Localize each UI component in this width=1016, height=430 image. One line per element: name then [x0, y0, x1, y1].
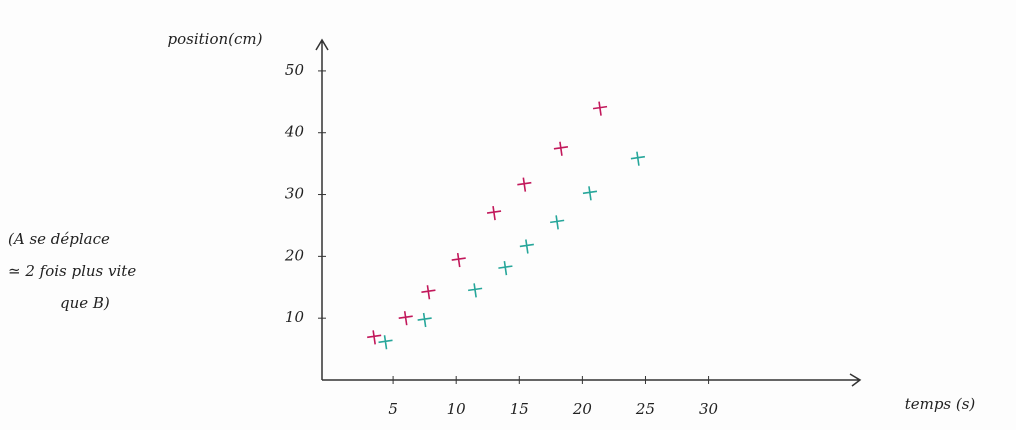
- point: [486, 205, 502, 221]
- x-tick-label: 20: [572, 400, 593, 418]
- point: [550, 215, 565, 230]
- point: [498, 260, 513, 276]
- x-axis: [322, 373, 862, 387]
- y-tick-label: 30: [285, 185, 305, 203]
- x-tick-label: 30: [699, 400, 719, 418]
- point: [367, 330, 382, 345]
- point: [398, 311, 413, 326]
- point: [378, 335, 393, 350]
- point: [468, 283, 483, 298]
- point: [519, 239, 534, 254]
- y-axis-label: position(cm): [168, 30, 263, 48]
- point: [592, 101, 608, 116]
- point: [517, 177, 532, 192]
- x-tick-label: 10: [447, 400, 467, 418]
- x-axis-label: temps (s): [905, 395, 976, 413]
- annotation: (A se déplace: [8, 230, 110, 248]
- point: [553, 141, 569, 156]
- annotation: que B): [60, 294, 110, 312]
- y-tick-label: 50: [285, 61, 305, 79]
- point: [451, 252, 466, 268]
- y-tick-label: 20: [284, 246, 305, 264]
- annotation: ≃ 2 fois plus vite: [8, 262, 136, 280]
- point: [421, 285, 436, 300]
- point: [417, 312, 432, 328]
- point: [630, 151, 646, 166]
- point: [582, 186, 598, 201]
- x-tick-label: 5: [388, 400, 398, 418]
- y-axis: [315, 38, 329, 380]
- y-tick-label: 10: [285, 308, 305, 326]
- x-tick-label: 25: [635, 400, 655, 418]
- x-tick-label: 15: [510, 400, 529, 418]
- y-tick-label: 40: [284, 123, 305, 141]
